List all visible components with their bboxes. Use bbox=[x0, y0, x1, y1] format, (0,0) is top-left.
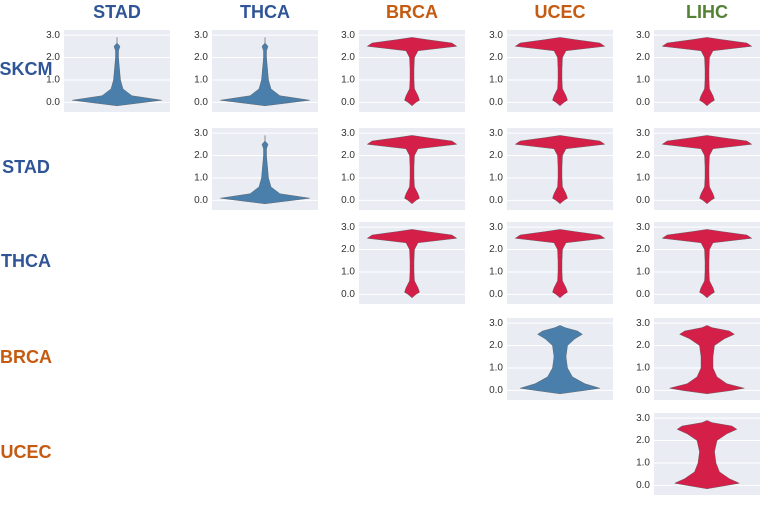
y-tick-label: 3.0 bbox=[194, 128, 208, 139]
y-tick-label: 2.0 bbox=[489, 52, 503, 63]
y-tick-label: 3.0 bbox=[636, 318, 650, 329]
y-tick-label: 2.0 bbox=[194, 150, 208, 161]
y-tick-label: 2.0 bbox=[46, 52, 60, 63]
violin bbox=[661, 135, 753, 205]
column-label: LIHC bbox=[686, 2, 728, 22]
y-tick-label: 3.0 bbox=[636, 30, 650, 41]
violin bbox=[661, 229, 753, 299]
y-tick-label: 0.0 bbox=[489, 195, 503, 206]
y-tick-label: 2.0 bbox=[489, 150, 503, 161]
y-tick-label: 1.0 bbox=[489, 363, 503, 374]
y-tick-label: 3.0 bbox=[489, 318, 503, 329]
y-tick-label: 3.0 bbox=[489, 222, 503, 233]
y-tick-label: 0.0 bbox=[489, 97, 503, 108]
y-tick-label: 1.0 bbox=[341, 267, 355, 278]
y-tick-label: 0.0 bbox=[194, 97, 208, 108]
column-label: THCA bbox=[240, 2, 290, 22]
y-tick-label: 2.0 bbox=[489, 244, 503, 255]
y-tick-label: 2.0 bbox=[636, 435, 650, 446]
violin bbox=[220, 37, 310, 107]
y-tick-label: 1.0 bbox=[636, 363, 650, 374]
y-tick-label: 0.0 bbox=[341, 289, 355, 300]
y-tick-label: 2.0 bbox=[636, 244, 650, 255]
y-tick-label: 2.0 bbox=[489, 340, 503, 351]
y-tick-label: 0.0 bbox=[46, 97, 60, 108]
violin bbox=[72, 37, 162, 107]
y-tick-label: 0.0 bbox=[489, 289, 503, 300]
y-tick-label: 0.0 bbox=[341, 97, 355, 108]
y-tick-label: 1.0 bbox=[46, 75, 60, 86]
row-label: SKCM bbox=[0, 59, 53, 79]
violin bbox=[661, 37, 753, 107]
y-tick-label: 0.0 bbox=[489, 385, 503, 396]
y-tick-label: 3.0 bbox=[341, 30, 355, 41]
y-tick-label: 3.0 bbox=[341, 222, 355, 233]
y-tick-label: 1.0 bbox=[341, 75, 355, 86]
row-label: BRCA bbox=[0, 347, 52, 367]
violin bbox=[514, 229, 606, 299]
violin bbox=[514, 135, 606, 205]
violin bbox=[669, 325, 745, 395]
y-tick-label: 3.0 bbox=[636, 222, 650, 233]
violin bbox=[220, 135, 310, 205]
column-label: UCEC bbox=[534, 2, 585, 22]
y-tick-label: 3.0 bbox=[489, 128, 503, 139]
y-tick-label: 3.0 bbox=[341, 128, 355, 139]
y-tick-label: 1.0 bbox=[489, 75, 503, 86]
y-tick-label: 3.0 bbox=[194, 30, 208, 41]
y-tick-label: 2.0 bbox=[636, 150, 650, 161]
column-label: STAD bbox=[93, 2, 141, 22]
violin bbox=[514, 37, 606, 107]
y-tick-label: 3.0 bbox=[46, 30, 60, 41]
row-label: UCEC bbox=[0, 442, 51, 462]
y-tick-label: 1.0 bbox=[489, 173, 503, 184]
y-tick-label: 1.0 bbox=[489, 267, 503, 278]
y-tick-label: 0.0 bbox=[636, 385, 650, 396]
y-tick-label: 2.0 bbox=[341, 52, 355, 63]
y-tick-label: 1.0 bbox=[636, 267, 650, 278]
y-tick-label: 2.0 bbox=[636, 340, 650, 351]
y-tick-label: 3.0 bbox=[636, 413, 650, 424]
y-tick-label: 1.0 bbox=[194, 75, 208, 86]
violin bbox=[520, 325, 600, 395]
y-tick-label: 1.0 bbox=[636, 173, 650, 184]
y-tick-label: 0.0 bbox=[636, 480, 650, 491]
y-tick-label: 3.0 bbox=[489, 30, 503, 41]
y-tick-label: 0.0 bbox=[194, 195, 208, 206]
row-label: STAD bbox=[2, 157, 50, 177]
y-tick-label: 1.0 bbox=[636, 458, 650, 469]
y-tick-label: 3.0 bbox=[636, 128, 650, 139]
y-tick-label: 0.0 bbox=[636, 289, 650, 300]
y-tick-label: 2.0 bbox=[341, 244, 355, 255]
y-tick-label: 1.0 bbox=[636, 75, 650, 86]
y-tick-label: 2.0 bbox=[636, 52, 650, 63]
y-tick-label: 1.0 bbox=[341, 173, 355, 184]
y-tick-label: 2.0 bbox=[194, 52, 208, 63]
y-tick-label: 1.0 bbox=[194, 173, 208, 184]
violin bbox=[366, 229, 458, 299]
row-label: THCA bbox=[1, 251, 51, 271]
violin bbox=[673, 420, 741, 490]
y-tick-label: 0.0 bbox=[341, 195, 355, 206]
violin bbox=[366, 37, 458, 107]
column-label: BRCA bbox=[386, 2, 438, 22]
y-tick-label: 0.0 bbox=[636, 195, 650, 206]
y-tick-label: 0.0 bbox=[636, 97, 650, 108]
violin bbox=[366, 135, 458, 205]
y-tick-label: 2.0 bbox=[341, 150, 355, 161]
